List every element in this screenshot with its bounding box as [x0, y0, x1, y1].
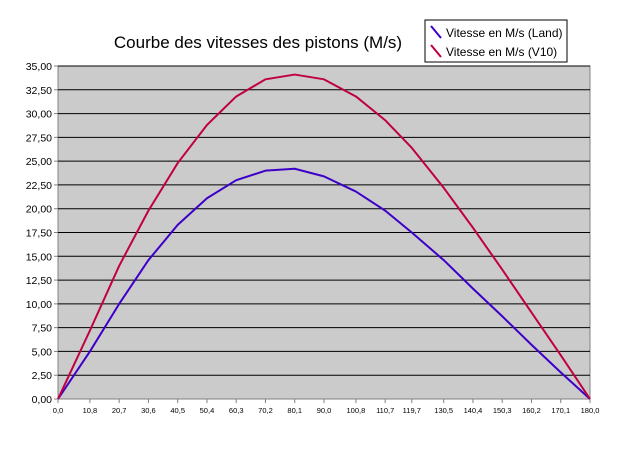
x-tick-label: 60,3 — [229, 406, 244, 415]
y-tick-label: 12,50 — [26, 275, 52, 287]
y-tick-label: 10,00 — [26, 299, 52, 311]
x-tick-label: 30,6 — [141, 406, 156, 415]
y-tick-label: 0,00 — [32, 394, 53, 406]
legend-box — [424, 19, 568, 63]
series-line-1 — [57, 73, 591, 400]
x-tick-label: 40,5 — [170, 406, 185, 415]
y-tick-label: 20,00 — [26, 204, 52, 216]
x-tick-label: 100,8 — [347, 406, 366, 415]
x-tick-label: 180,0 — [581, 406, 600, 415]
y-tick-label: 35,00 — [26, 61, 52, 73]
x-tick-label: 130,5 — [434, 406, 453, 415]
legend: Vitesse en M/s (Land) Vitesse en M/s (V1… — [424, 19, 568, 63]
series-line-0 — [57, 167, 591, 400]
y-tick-label: 7,50 — [32, 323, 53, 335]
x-axis: 0,0 10,8 20,7 30,6 40,5 50,4 60,3 70,2 80,1 90,0 1… — [53, 399, 600, 415]
x-tick-label: 0,0 — [53, 406, 63, 415]
y-tick-label: 27,50 — [26, 132, 52, 144]
grid-lines — [58, 65, 590, 376]
x-tick-label: 150,3 — [493, 406, 512, 415]
legend-label-land: Vitesse en M/s (Land) — [446, 26, 563, 40]
y-tick-label: 5,00 — [32, 346, 53, 358]
x-tick-label: 20,7 — [112, 406, 127, 415]
x-tick-label: 10,8 — [83, 406, 98, 415]
series-lines — [57, 73, 591, 400]
legend-swatch-land — [430, 25, 442, 39]
y-tick-label: 25,00 — [26, 156, 52, 168]
y-axis: 0,00 2,50 5,00 7,50 10,00 12,50 15,00 17,50 20,0… — [26, 61, 58, 406]
chart-title: Courbe des vitesses des pistons (M/s) — [114, 33, 402, 52]
x-tick-label: 170,1 — [551, 406, 570, 415]
legend-label-v10: Vitesse en M/s (V10) — [446, 45, 557, 59]
x-tick-label: 140,4 — [464, 406, 483, 415]
x-tick-label: 80,1 — [287, 406, 302, 415]
y-tick-label: 15,00 — [26, 251, 52, 263]
x-tick-label: 50,4 — [200, 406, 215, 415]
y-tick-label: 2,50 — [32, 370, 53, 382]
x-tick-label: 70,2 — [258, 406, 273, 415]
y-tick-label: 17,50 — [26, 228, 52, 240]
y-tick-label: 30,00 — [26, 109, 52, 121]
y-tick-label: 22,50 — [26, 180, 52, 192]
legend-swatch-v10 — [430, 44, 442, 58]
y-tick-label: 32,50 — [26, 85, 52, 97]
x-tick-label: 119,7 — [403, 406, 421, 415]
x-tick-label: 160,2 — [522, 406, 541, 415]
x-tick-label: 90,0 — [317, 406, 332, 415]
x-tick-label: 110,7 — [376, 406, 394, 415]
